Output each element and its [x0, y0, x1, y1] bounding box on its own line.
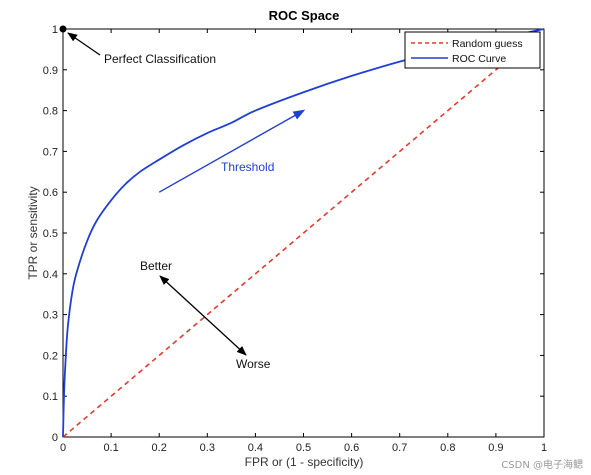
x-axis-ticks: 0 0.1 0.2 0.3 0.4 0.5 0.6 0.7 0.8 0.9 1 [60, 29, 547, 454]
perfect-classification-label: Perfect Classification [104, 52, 216, 66]
chart-title: ROC Space [269, 8, 340, 23]
y-tick-label: 0.4 [43, 269, 58, 281]
threshold-label: Threshold [221, 160, 274, 174]
x-tick-label: 0.1 [103, 442, 118, 454]
roc-curve-line [62, 28, 545, 438]
y-tick-label: 0.5 [43, 228, 58, 240]
legend: Random guess ROC Curve [404, 31, 541, 69]
y-tick-label: 0.3 [43, 310, 58, 322]
threshold-arrow [158, 109, 306, 193]
legend-box [404, 31, 541, 69]
x-tick-label: 0.2 [152, 442, 167, 454]
random-guess-line [62, 28, 545, 438]
y-tick-label: 0.9 [43, 65, 58, 77]
x-axis-label: FPR or (1 - specificity) [245, 455, 364, 469]
x-tick-label: 0 [60, 442, 66, 454]
y-tick-label: 0.8 [43, 106, 58, 118]
y-tick-label: 0.1 [43, 391, 58, 403]
y-tick-label: 0.6 [43, 187, 58, 199]
x-tick-label: 1 [541, 442, 547, 454]
y-tick-label: 0 [52, 432, 58, 444]
y-tick-label: 0.2 [43, 350, 58, 362]
better-worse-arrow [159, 275, 247, 356]
legend-label-roc-curve: ROC Curve [452, 53, 506, 65]
x-tick-label: 0.6 [344, 442, 359, 454]
perfect-classification-arrow [67, 32, 101, 56]
series-layer [62, 28, 545, 438]
y-tick-label: 0.7 [43, 146, 58, 158]
better-label: Better [140, 259, 172, 273]
x-tick-label: 0.8 [440, 442, 455, 454]
worse-label: Worse [236, 357, 271, 371]
x-tick-label: 0.3 [200, 442, 215, 454]
y-tick-label: 1 [52, 24, 58, 36]
legend-label-random-guess: Random guess [452, 38, 523, 50]
watermark: CSDN @电子海鳃 [501, 460, 583, 471]
x-tick-label: 0.4 [248, 442, 263, 454]
y-axis-ticks: 0 0.1 0.2 0.3 0.4 0.5 0.6 0.7 0.8 0.9 1 [43, 24, 544, 444]
x-tick-label: 0.9 [488, 442, 503, 454]
x-tick-label: 0.7 [392, 442, 407, 454]
perfect-classification-point [59, 25, 67, 33]
x-tick-label: 0.5 [296, 442, 311, 454]
y-axis-label: TPR or sensitivity [26, 186, 40, 279]
